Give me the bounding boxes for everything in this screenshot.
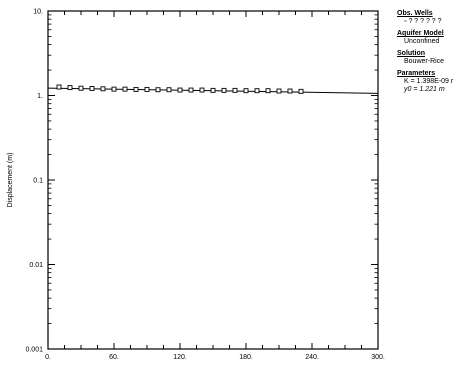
- data-point: [210, 87, 216, 93]
- legend-panel: Obs. Wells ▫ ? ? ? ? ? ? Aquifer Model U…: [397, 10, 468, 94]
- data-point: [67, 85, 73, 91]
- data-point: [78, 85, 84, 91]
- legend-param-y0-label: y0: [404, 86, 412, 93]
- legend-aquifer-header: Aquifer Model: [397, 30, 444, 37]
- data-point: [133, 86, 139, 92]
- legend-aquifer-value: Unconfined: [404, 38, 440, 45]
- x-tick-label: 60.: [109, 354, 119, 361]
- data-point: [287, 88, 293, 94]
- data-point: [232, 87, 238, 93]
- legend-obs-wells-header: Obs. Wells: [397, 10, 433, 17]
- data-point: [254, 88, 260, 94]
- legend-obs-wells-row: ▫ ? ? ? ? ? ?: [397, 18, 468, 26]
- y-tick-label: 0.01: [29, 262, 43, 269]
- y-tick-label: 0.1: [33, 178, 43, 185]
- x-tick-label: 240.: [305, 354, 319, 361]
- x-tick-label: 0.: [45, 354, 51, 361]
- x-tick-label: 180.: [239, 354, 253, 361]
- data-point: [122, 86, 128, 92]
- legend-parameters-header: Parameters: [397, 70, 436, 77]
- x-tick-labels: 0. 60. 120. 180. 240. 300.: [45, 354, 385, 361]
- legend-param-y0: y0 = 1.221 m: [397, 86, 468, 94]
- y-tick-label: 10.: [33, 9, 43, 16]
- data-point: [177, 87, 183, 93]
- data-point: [144, 86, 150, 92]
- legend-solution-value: Bouwer-Rice: [404, 58, 445, 65]
- data-point: [188, 87, 194, 93]
- y-tick-label: 0.001: [25, 347, 43, 354]
- legend-param-k: K = 1.398E-09 r: [404, 78, 454, 85]
- data-point: [166, 87, 172, 93]
- y-tick-labels: 0.001 0.01 0.1 1. 10.: [25, 9, 43, 354]
- y-tick-label: 1.: [37, 93, 43, 100]
- y-axis-label: Displacement (m): [7, 153, 14, 208]
- plot-area: [47, 10, 379, 350]
- data-point: [89, 86, 95, 91]
- observation-points: [56, 84, 304, 94]
- data-point: [111, 86, 117, 92]
- legend-obs-wells-value: ? ? ? ? ? ?: [408, 18, 442, 25]
- legend-solution-header: Solution: [397, 50, 425, 57]
- data-point: [100, 86, 106, 92]
- data-point: [56, 84, 62, 90]
- axis-ticks: [47, 10, 379, 350]
- data-point: [221, 87, 227, 93]
- data-point: [276, 88, 282, 94]
- data-point: [199, 87, 205, 93]
- data-point: [298, 88, 304, 94]
- x-tick-label: 300.: [371, 354, 385, 361]
- legend-param-y0-value: = 1.221 m: [411, 86, 445, 93]
- data-point: [243, 88, 249, 94]
- legend-marker-icon: ▫: [404, 18, 407, 25]
- data-point: [265, 88, 271, 94]
- x-tick-label: 120.: [173, 354, 187, 361]
- data-point: [155, 87, 161, 93]
